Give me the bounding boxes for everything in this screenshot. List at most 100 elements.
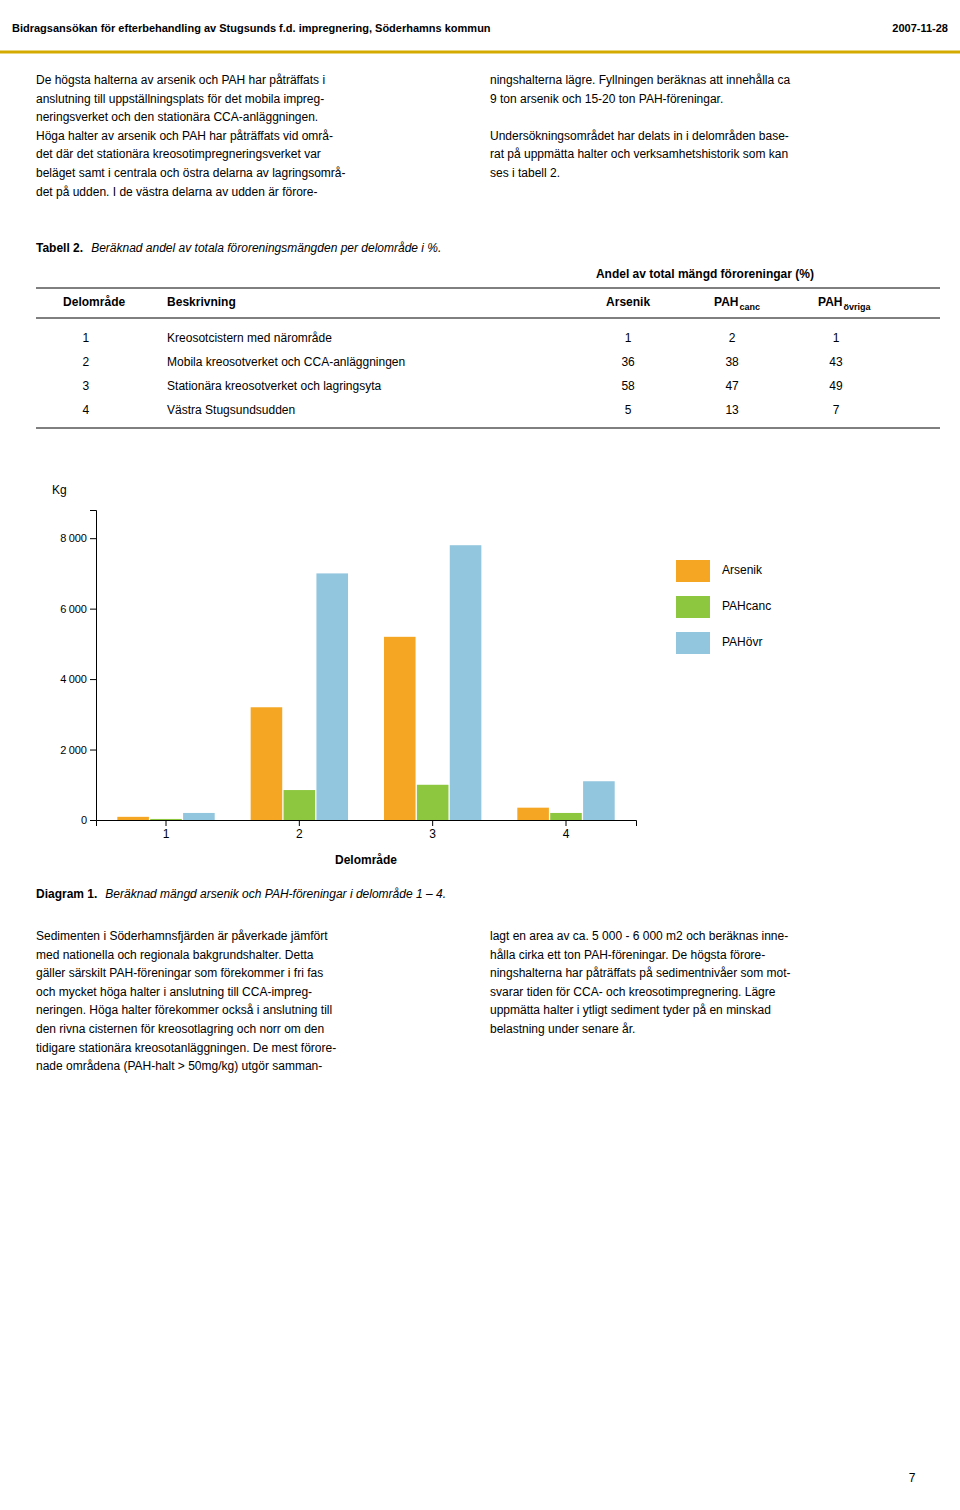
table-cell: 58 <box>621 379 635 393</box>
x-axis: 1234 <box>97 820 637 841</box>
bar <box>550 813 582 820</box>
table-column-header: Beskrivning <box>167 295 236 309</box>
y-tick-label: 2 000 <box>60 744 87 756</box>
table-cell: 43 <box>829 355 843 369</box>
legend-label: PAHcanc <box>722 599 771 613</box>
y-tick: 8 000 <box>60 532 96 544</box>
table: Tabell 2. Beräknad andel av totala förore… <box>36 241 940 428</box>
page-number: 7 <box>909 1471 916 1485</box>
caption-italic: Beräknad mängd arsenik och PAH-föreninga… <box>105 887 446 901</box>
bar <box>284 790 316 820</box>
text-line: gäller särskilt PAH-föreningar som förek… <box>36 966 323 980</box>
bar <box>583 781 615 820</box>
table-group-header: Andel av total mängd föroreningar (%) <box>596 267 814 281</box>
tick-mark <box>299 820 300 826</box>
y-axis-title: Kg <box>52 483 67 497</box>
bar <box>517 808 549 820</box>
bar <box>316 573 348 820</box>
table-cell: 47 <box>725 379 739 393</box>
bar-series <box>150 785 582 820</box>
table-rule <box>36 428 940 429</box>
text-line: De högsta halterna av arsenik och PAH ha… <box>36 73 325 87</box>
bar <box>150 819 182 820</box>
legend-label: Arsenik <box>722 563 763 577</box>
table-cell: Mobila kreosotverket och CCA-anläggninge… <box>167 355 405 369</box>
tick-mark <box>90 538 96 539</box>
chart: 02 0004 0006 0008 0001234KgDelområdeArse… <box>52 483 771 867</box>
text-line: ningshalterna lägre. Fyllningen beräknas… <box>490 73 791 87</box>
axis-line <box>90 511 97 821</box>
y-tick-label: 6 000 <box>60 603 87 615</box>
table-column-header: Arsenik <box>606 295 650 309</box>
text-line: Sedimenten i Söderhamnsfjärden är påverk… <box>36 929 328 943</box>
table-rule <box>36 288 940 289</box>
page-date: 2007-11-28 <box>892 22 948 34</box>
bar <box>450 545 482 820</box>
table-cell: 1 <box>833 331 840 345</box>
legend-swatch <box>676 632 710 654</box>
text-column: Sedimenten i Söderhamnsfjärden är påverk… <box>36 929 336 1073</box>
bar <box>251 707 283 820</box>
tick-mark <box>90 609 96 610</box>
text-line: det på udden. I de västra delarna av udd… <box>36 185 318 199</box>
x-tick: 3 <box>429 820 436 841</box>
intro-text: De högsta halterna av arsenik och PAH ha… <box>36 73 791 199</box>
text-line: ses i tabell 2. <box>490 166 560 180</box>
legend-item: Arsenik <box>676 560 763 582</box>
table-cell: 1 <box>82 331 89 345</box>
table-cell: 4 <box>82 403 89 417</box>
tick-mark <box>90 679 96 680</box>
text-column: ningshalterna lägre. Fyllningen beräknas… <box>490 73 791 180</box>
text-line: Höga halter av arsenik och PAH har påträ… <box>36 129 333 143</box>
y-tick: 6 000 <box>60 603 96 615</box>
text-line: svarar tiden för CCA- och kreosotimpregn… <box>490 985 776 999</box>
x-tick-label: 2 <box>296 827 303 841</box>
y-tick-label: 4 000 <box>60 673 87 685</box>
table-cell: 38 <box>725 355 739 369</box>
table-title: Tabell 2. <box>36 241 83 255</box>
table-column-header: PAH <box>818 295 842 309</box>
table-cell: 5 <box>625 403 632 417</box>
table-column-subscript: övriga <box>843 302 871 312</box>
table-cell: 36 <box>621 355 635 369</box>
table-cell: Kreosotcistern med närområde <box>167 331 332 345</box>
table-cell: 49 <box>829 379 843 393</box>
y-tick: 2 000 <box>60 744 96 756</box>
text-column: De högsta halterna av arsenik och PAH ha… <box>36 73 346 199</box>
text-line: nade områdena (PAH-halt > 50mg/kg) utgör… <box>36 1059 322 1073</box>
text-line: Undersökningsområdet har delats in i del… <box>490 129 789 143</box>
table-cell: 1 <box>625 331 632 345</box>
table-cell: Västra Stugsundsudden <box>167 403 295 417</box>
table-cell: 7 <box>833 403 840 417</box>
caption-bold: Diagram 1. <box>36 887 97 901</box>
body-text: Sedimenten i Söderhamnsfjärden är påverk… <box>36 929 791 1073</box>
x-tick: 2 <box>296 820 303 841</box>
text-line: det där det stationära kreosotimpregneri… <box>36 147 321 161</box>
page: Bidragsansökan för efterbehandling av St… <box>0 0 960 1510</box>
text-line: 9 ton arsenik och 15-20 ton PAH-förening… <box>490 92 723 106</box>
table-cell: 2 <box>82 355 89 369</box>
x-tick-label: 3 <box>429 827 436 841</box>
tick-mark <box>166 820 167 826</box>
bar <box>183 813 215 820</box>
bar <box>384 637 416 820</box>
table-cell: 2 <box>729 331 736 345</box>
x-axis-title: Delområde <box>335 853 397 867</box>
bars <box>117 545 614 820</box>
x-tick-label: 1 <box>163 827 170 841</box>
table-rule <box>36 318 940 319</box>
bar <box>417 785 449 820</box>
tick-mark <box>90 750 96 751</box>
x-tick: 1 <box>163 820 170 841</box>
text-line: neringsverket och den stationära CCA-anl… <box>36 110 318 124</box>
tick-mark <box>566 820 567 826</box>
text-line: uppmätta halter i ytligt sediment tyder … <box>490 1003 771 1017</box>
tick-mark <box>90 820 96 821</box>
y-tick: 0 <box>81 814 96 826</box>
table-subtitle: Beräknad andel av totala föroreningsmäng… <box>91 241 441 255</box>
y-tick-label: 0 <box>81 814 87 826</box>
text-line: hålla cirka ett ton PAH-föreningar. De h… <box>490 948 765 962</box>
table-cell: 3 <box>82 379 89 393</box>
table-cell: Stationära kreosotverket och lagringsyta <box>167 379 381 393</box>
bar <box>117 817 149 820</box>
